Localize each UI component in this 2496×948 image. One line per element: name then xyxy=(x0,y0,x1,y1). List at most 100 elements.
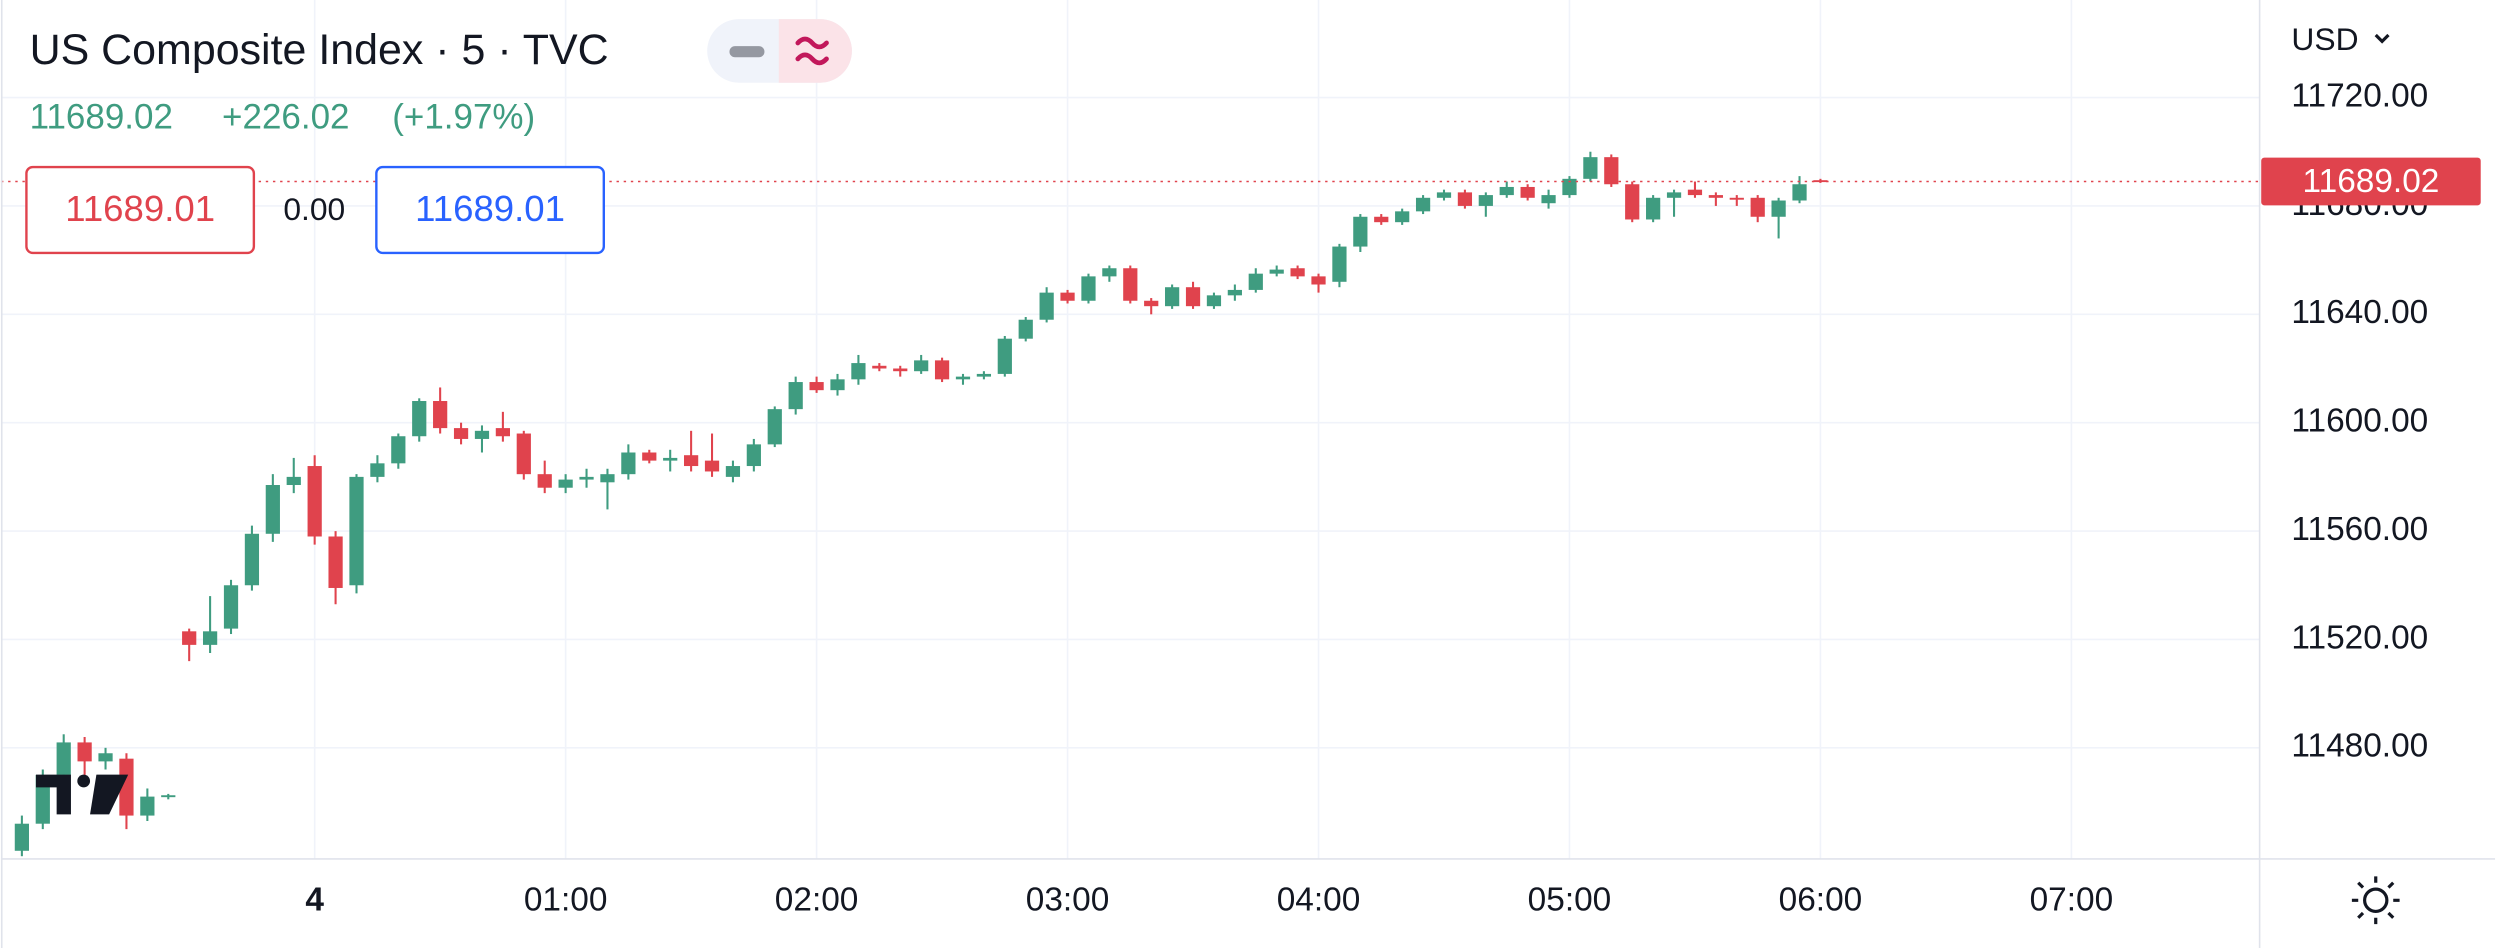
candle-body xyxy=(1269,269,1284,274)
candle-body xyxy=(119,758,134,816)
toggle-icon-wave xyxy=(795,36,829,66)
candle-body xyxy=(244,533,260,586)
candle-body xyxy=(98,753,113,762)
candle-body xyxy=(1290,268,1305,277)
candle-body xyxy=(746,444,761,467)
toggle-icon-line xyxy=(729,46,765,58)
candle-body xyxy=(788,382,803,410)
candle-body xyxy=(1123,268,1138,301)
candle-body xyxy=(997,338,1012,374)
candle-body xyxy=(872,365,887,369)
candle-body xyxy=(328,536,343,588)
candle-body xyxy=(1185,287,1201,307)
candle-body xyxy=(1708,195,1723,198)
buy-button[interactable]: 11689.01 xyxy=(375,165,605,255)
x-tick-label: 03:00 xyxy=(1026,882,1110,919)
y-tick-label: 11640.00 xyxy=(2291,294,2428,331)
candle-body xyxy=(976,373,992,377)
candle-body xyxy=(558,479,573,488)
logo-dot xyxy=(77,774,91,788)
candle-body xyxy=(1415,197,1431,212)
x-tick-label: 07:00 xyxy=(2030,882,2114,919)
currency-chevron[interactable] xyxy=(2374,33,2390,44)
price-change: +226.02 xyxy=(222,98,349,137)
candle-body xyxy=(453,428,469,439)
tradingview-logo xyxy=(35,774,129,815)
candle-body xyxy=(1018,319,1033,339)
candle-body xyxy=(202,631,218,645)
logo-v xyxy=(90,774,129,815)
grid xyxy=(0,0,2260,859)
candle-body xyxy=(1646,197,1661,220)
x-tick-label: 4 xyxy=(305,882,324,919)
sell-button[interactable]: 11689.01 xyxy=(25,165,256,255)
symbol-title: US Composite Index · 5 · TVC xyxy=(30,26,609,74)
candle-body xyxy=(474,430,490,439)
candle-body xyxy=(1165,287,1180,307)
x-tick-label: 05:00 xyxy=(1528,882,1612,919)
candle-body xyxy=(1792,184,1807,201)
x-tick-label: 06:00 xyxy=(1779,882,1863,919)
currency-selector[interactable]: USD xyxy=(2291,21,2390,57)
currency[interactable]: USD xyxy=(2291,21,2358,57)
candle-body xyxy=(809,382,824,391)
candle-body xyxy=(1771,200,1786,217)
y-tick-label: 11560.00 xyxy=(2291,511,2428,548)
candle-body xyxy=(1248,273,1263,290)
candle-body xyxy=(14,823,29,851)
candle-body xyxy=(370,463,385,477)
candle-body xyxy=(182,631,197,645)
candle-body xyxy=(1562,178,1577,196)
candle-body xyxy=(1604,157,1619,185)
candle-body xyxy=(955,376,971,380)
candle-body xyxy=(286,476,301,486)
buy-box[interactable] xyxy=(375,165,605,255)
candle-body xyxy=(1750,197,1765,217)
candle-body xyxy=(1520,186,1535,198)
candle-body xyxy=(1353,216,1368,247)
candle-body xyxy=(1332,246,1347,282)
candle-body xyxy=(1395,211,1410,223)
x-tick-label: 02:00 xyxy=(775,882,859,919)
candle-body xyxy=(412,401,427,437)
candle-body xyxy=(349,476,364,586)
candle-body xyxy=(663,457,678,461)
chart-style-toggle[interactable] xyxy=(707,19,852,83)
candle-body xyxy=(516,433,531,475)
candle-body xyxy=(914,360,929,372)
sun-core[interactable] xyxy=(2363,887,2389,914)
logo-t xyxy=(35,774,71,815)
y-tick-label: 11520.00 xyxy=(2291,619,2428,656)
candle-body xyxy=(391,436,406,464)
sell-box[interactable] xyxy=(25,165,256,255)
candle-body xyxy=(265,485,280,534)
buy-price[interactable]: 11689.01 xyxy=(415,188,565,229)
candle-body xyxy=(1144,300,1159,307)
candle-body xyxy=(307,466,322,537)
sun-rays[interactable] xyxy=(2351,876,2400,925)
candle-body xyxy=(1227,289,1242,296)
candle-body xyxy=(1457,192,1473,206)
candle-body xyxy=(600,474,615,483)
candle-body xyxy=(56,742,71,775)
sell-price[interactable]: 11689.01 xyxy=(65,188,215,229)
candle-body xyxy=(642,452,657,461)
candles xyxy=(14,151,1828,857)
candle-body xyxy=(537,474,552,488)
candle-body xyxy=(1729,197,1744,200)
candle-body xyxy=(1060,292,1075,301)
candle-body xyxy=(140,796,155,816)
candle-body xyxy=(1436,192,1452,198)
last-price-tag xyxy=(2261,157,2481,206)
toggle-active[interactable] xyxy=(778,19,852,83)
candle-body xyxy=(1039,292,1054,320)
candle-body xyxy=(579,476,594,480)
last-price-label: 11689.02 xyxy=(2303,163,2440,200)
y-tick-label: 11600.00 xyxy=(2291,403,2428,440)
auto-scale-settings[interactable] xyxy=(2351,876,2400,925)
candle-body xyxy=(161,795,176,798)
candle-body xyxy=(1311,276,1326,285)
last-price: 11689.02 xyxy=(30,98,173,137)
